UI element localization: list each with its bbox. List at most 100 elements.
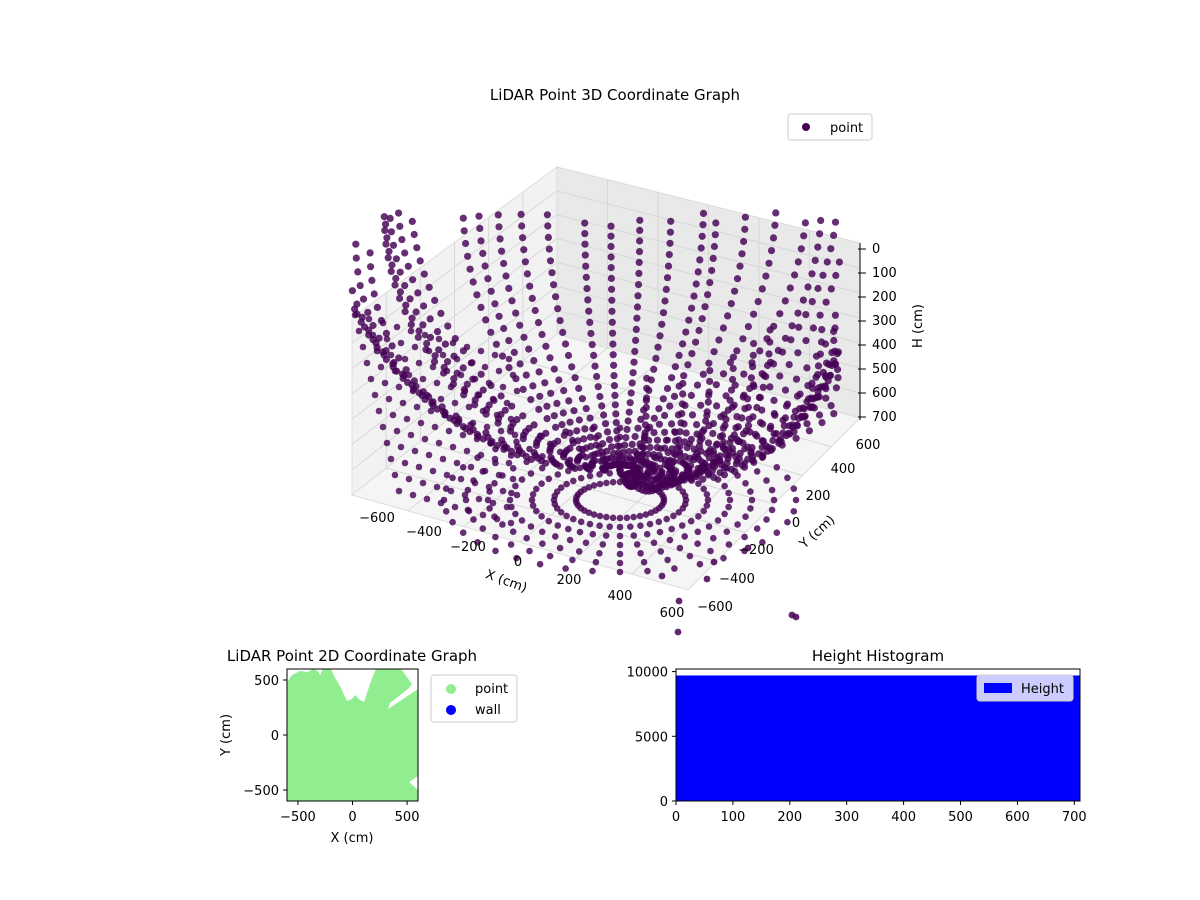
point-marker bbox=[694, 453, 701, 460]
point-marker bbox=[650, 539, 658, 547]
point-marker bbox=[565, 397, 573, 405]
point-marker bbox=[544, 233, 553, 241]
point-marker bbox=[637, 522, 644, 529]
point-marker bbox=[693, 421, 701, 429]
point-marker bbox=[685, 316, 693, 324]
point-marker bbox=[692, 338, 700, 346]
point-marker bbox=[596, 392, 604, 401]
point-marker bbox=[519, 412, 527, 420]
point-marker bbox=[741, 533, 748, 541]
point-marker bbox=[794, 349, 802, 357]
point-marker bbox=[735, 454, 743, 463]
point-marker bbox=[822, 298, 830, 306]
point-marker bbox=[682, 328, 690, 336]
point-marker bbox=[381, 379, 389, 387]
point-marker bbox=[379, 348, 387, 356]
point-marker bbox=[419, 479, 427, 487]
point-marker bbox=[688, 350, 696, 358]
point-marker bbox=[706, 367, 714, 375]
point-marker bbox=[762, 272, 770, 280]
point-marker bbox=[678, 410, 686, 418]
point-marker bbox=[569, 436, 576, 444]
point-marker bbox=[495, 312, 503, 320]
z-tick-label-3d: 400 bbox=[872, 338, 897, 353]
point-marker bbox=[700, 485, 707, 493]
point-marker bbox=[446, 414, 454, 422]
point-marker bbox=[364, 308, 372, 316]
point-marker bbox=[742, 513, 749, 520]
point-marker bbox=[596, 550, 603, 557]
point-marker bbox=[625, 408, 633, 416]
point-marker bbox=[631, 347, 639, 355]
point-marker bbox=[664, 556, 671, 564]
point-marker bbox=[449, 518, 456, 526]
point-marker bbox=[624, 417, 632, 425]
point-marker bbox=[562, 565, 569, 572]
point-marker bbox=[499, 487, 507, 495]
point-marker bbox=[803, 364, 811, 372]
point-marker bbox=[462, 496, 470, 504]
point-marker bbox=[513, 554, 520, 562]
point-marker bbox=[366, 249, 374, 257]
point-marker bbox=[545, 475, 553, 483]
point-marker bbox=[816, 311, 824, 319]
point-marker bbox=[486, 505, 493, 512]
point-marker bbox=[404, 262, 412, 270]
point-marker bbox=[697, 244, 705, 252]
point-marker bbox=[817, 216, 825, 225]
point-marker bbox=[527, 396, 535, 404]
point-marker bbox=[749, 413, 757, 421]
point-marker bbox=[391, 281, 399, 289]
point-marker bbox=[443, 471, 451, 479]
point-marker bbox=[588, 341, 596, 349]
point-marker bbox=[630, 532, 638, 539]
point-marker bbox=[771, 221, 779, 229]
point-marker bbox=[501, 443, 509, 451]
point-marker bbox=[816, 230, 824, 238]
x-tick-label-2d: 0 bbox=[348, 810, 356, 825]
point-marker bbox=[404, 378, 412, 386]
point-marker bbox=[666, 456, 674, 464]
point-marker bbox=[545, 517, 553, 525]
point-marker bbox=[423, 339, 431, 348]
z-tick-label-3d: 700 bbox=[872, 410, 897, 425]
point-marker bbox=[663, 477, 670, 485]
point-marker bbox=[553, 488, 561, 496]
point-marker bbox=[505, 284, 513, 292]
point-marker bbox=[747, 449, 755, 457]
point-marker bbox=[589, 462, 597, 470]
point-marker bbox=[409, 276, 417, 284]
point-marker bbox=[823, 258, 831, 266]
point-marker bbox=[827, 402, 835, 410]
point-marker bbox=[505, 459, 513, 467]
point-marker bbox=[546, 354, 554, 362]
point-marker bbox=[687, 475, 695, 483]
point-marker bbox=[766, 424, 774, 433]
point-marker bbox=[609, 340, 617, 348]
point-marker bbox=[506, 496, 514, 504]
point-marker bbox=[797, 245, 805, 253]
point-marker bbox=[512, 309, 520, 317]
y-tick-label-3d: −600 bbox=[697, 600, 733, 615]
point-marker bbox=[650, 365, 658, 373]
point-marker bbox=[513, 416, 521, 424]
point-marker bbox=[663, 274, 672, 282]
point-marker bbox=[747, 505, 754, 512]
point-marker bbox=[582, 273, 590, 281]
point-marker bbox=[373, 303, 381, 311]
point-marker bbox=[592, 434, 600, 442]
point-marker bbox=[729, 364, 737, 373]
point-marker bbox=[769, 436, 777, 445]
point-marker bbox=[610, 361, 618, 369]
point-marker bbox=[494, 211, 502, 219]
point-marker bbox=[747, 374, 756, 382]
point-marker bbox=[710, 534, 717, 542]
x-tick-label-3d: 400 bbox=[608, 589, 633, 604]
point-marker bbox=[809, 384, 817, 392]
point-marker bbox=[363, 359, 371, 367]
point-marker bbox=[734, 423, 742, 431]
point-marker bbox=[429, 363, 437, 371]
point-marker bbox=[679, 340, 687, 348]
point-marker bbox=[589, 530, 597, 538]
z-axis-label-3d: H (cm) bbox=[911, 304, 926, 348]
